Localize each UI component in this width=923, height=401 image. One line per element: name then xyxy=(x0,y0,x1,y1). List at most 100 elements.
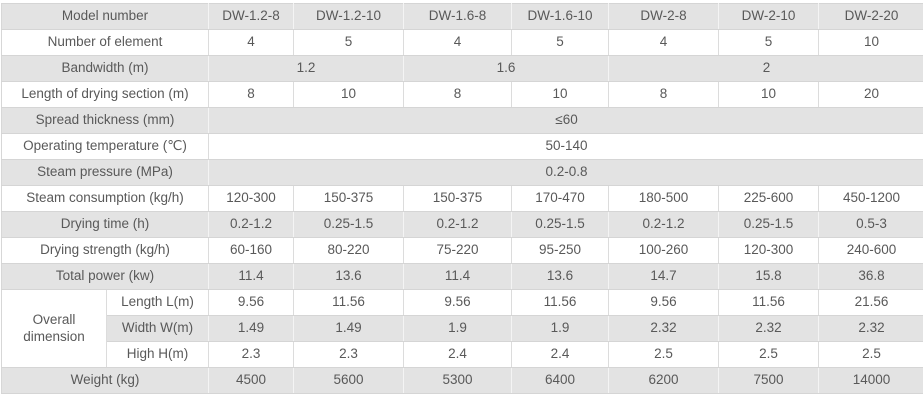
value-cell: 2.32 xyxy=(608,315,720,342)
row-label-total-power: Total power (kw) xyxy=(0,263,210,290)
value-cell: 60-160 xyxy=(208,237,295,264)
value-cell: 13.6 xyxy=(511,263,610,290)
value-cell: 6200 xyxy=(608,367,720,394)
value-cell: 1.49 xyxy=(293,315,405,342)
value-cell: 7500 xyxy=(718,367,820,394)
value-cell: 80-220 xyxy=(293,237,405,264)
row-total-power: Total power (kw) 11.4 13.6 11.4 13.6 14.… xyxy=(0,263,923,290)
value-cell: 2.5 xyxy=(818,341,923,368)
value-cell: 14000 xyxy=(818,367,923,394)
sub-row-label-high: High H(m) xyxy=(105,341,210,368)
value-cell: 120-300 xyxy=(718,237,820,264)
value-cell: 5 xyxy=(511,29,610,56)
value-cell: 0.5-3 xyxy=(818,211,923,238)
value-cell: 120-300 xyxy=(208,185,295,212)
value-cell: 8 xyxy=(608,81,720,108)
value-cell: 4 xyxy=(208,29,295,56)
value-cell: 10 xyxy=(293,81,405,108)
value-cell: 0.25-1.5 xyxy=(293,211,405,238)
value-cell-full-span: ≤60 xyxy=(208,107,923,134)
value-cell: 4 xyxy=(608,29,720,56)
value-cell: 9.56 xyxy=(403,289,513,316)
value-cell: 8 xyxy=(403,81,513,108)
row-label-drying-strength: Drying strength (kg/h) xyxy=(0,237,210,264)
value-cell: 0.2-1.2 xyxy=(403,211,513,238)
value-cell: 240-600 xyxy=(818,237,923,264)
value-cell: 10 xyxy=(511,81,610,108)
value-cell: 2.5 xyxy=(608,341,720,368)
value-cell: 21.56 xyxy=(818,289,923,316)
value-cell: 11.56 xyxy=(293,289,405,316)
value-cell: 9.56 xyxy=(608,289,720,316)
value-cell: 100-260 xyxy=(608,237,720,264)
row-operating-temperature: Operating temperature (℃) 50-140 xyxy=(0,133,923,160)
value-cell: 0.2-1.2 xyxy=(208,211,295,238)
model-header-cell: DW-1.6-8 xyxy=(403,3,513,30)
value-cell: 225-600 xyxy=(718,185,820,212)
value-cell: 10 xyxy=(818,29,923,56)
row-number-of-element: Number of element 4 5 4 5 4 5 10 xyxy=(0,29,923,56)
model-header-cell: DW-1.2-8 xyxy=(208,3,295,30)
model-header-cell: DW-1.2-10 xyxy=(293,3,405,30)
value-cell: 11.56 xyxy=(511,289,610,316)
row-drying-time: Drying time (h) 0.2-1.2 0.25-1.5 0.2-1.2… xyxy=(0,211,923,238)
value-cell: 1.9 xyxy=(403,315,513,342)
value-cell-span: 1.2 xyxy=(208,55,405,82)
value-cell: 15.8 xyxy=(718,263,820,290)
value-cell: 150-375 xyxy=(403,185,513,212)
value-cell: 2.32 xyxy=(718,315,820,342)
value-cell: 2.4 xyxy=(511,341,610,368)
row-label-steam-consumption: Steam consumption (kg/h) xyxy=(0,185,210,212)
value-cell: 450-1200 xyxy=(818,185,923,212)
row-label-steam-pressure: Steam pressure (MPa) xyxy=(0,159,210,186)
row-spread-thickness: Spread thickness (mm) ≤60 xyxy=(0,107,923,134)
value-cell: 11.56 xyxy=(718,289,820,316)
value-cell-span: 2 xyxy=(608,55,923,82)
row-bandwidth: Bandwidth (m) 1.2 1.6 2 xyxy=(0,55,923,82)
value-cell: 6400 xyxy=(511,367,610,394)
value-cell: 4 xyxy=(403,29,513,56)
value-cell: 5 xyxy=(293,29,405,56)
model-header-cell: DW-2-8 xyxy=(608,3,720,30)
value-cell: 0.25-1.5 xyxy=(511,211,610,238)
value-cell: 150-375 xyxy=(293,185,405,212)
value-cell: 2.3 xyxy=(208,341,295,368)
row-model-number: Model number DW-1.2-8 DW-1.2-10 DW-1.6-8… xyxy=(0,3,923,30)
value-cell: 2.3 xyxy=(293,341,405,368)
value-cell: 8 xyxy=(208,81,295,108)
value-cell: 2.5 xyxy=(718,341,820,368)
row-length-of-drying-section: Length of drying section (m) 8 10 8 10 8… xyxy=(0,81,923,108)
value-cell: 0.2-1.2 xyxy=(608,211,720,238)
sub-row-label-width: Width W(m) xyxy=(105,315,210,342)
value-cell: 1.49 xyxy=(208,315,295,342)
value-cell: 14.7 xyxy=(608,263,720,290)
value-cell: 180-500 xyxy=(608,185,720,212)
row-label-spread-thickness: Spread thickness (mm) xyxy=(0,107,210,134)
value-cell-full-span: 50-140 xyxy=(208,133,923,160)
value-cell-full-span: 0.2-0.8 xyxy=(208,159,923,186)
value-cell: 20 xyxy=(818,81,923,108)
row-label-model-number: Model number xyxy=(0,3,210,30)
value-cell: 11.4 xyxy=(403,263,513,290)
value-cell: 11.4 xyxy=(208,263,295,290)
row-label-operating-temperature: Operating temperature (℃) xyxy=(0,133,210,160)
row-overall-dimension-width: Width W(m) 1.49 1.49 1.9 1.9 2.32 2.32 2… xyxy=(2,315,923,342)
row-steam-pressure: Steam pressure (MPa) 0.2-0.8 xyxy=(0,159,923,186)
row-label-bandwidth: Bandwidth (m) xyxy=(0,55,210,82)
value-cell: 5 xyxy=(718,29,820,56)
row-label-number-of-element: Number of element xyxy=(0,29,210,56)
value-cell: 36.8 xyxy=(818,263,923,290)
value-cell: 5600 xyxy=(293,367,405,394)
value-cell: 9.56 xyxy=(208,289,295,316)
value-cell: 95-250 xyxy=(511,237,610,264)
row-label-weight: Weight (kg) xyxy=(0,367,210,394)
model-header-cell: DW-2-10 xyxy=(718,3,820,30)
row-label-drying-time: Drying time (h) xyxy=(0,211,210,238)
row-label-length-of-drying-section: Length of drying section (m) xyxy=(0,81,210,108)
spec-table-container: Model number DW-1.2-8 DW-1.2-10 DW-1.6-8… xyxy=(0,3,923,394)
value-cell: 75-220 xyxy=(403,237,513,264)
value-cell: 170-470 xyxy=(511,185,610,212)
value-cell: 1.9 xyxy=(511,315,610,342)
model-header-cell: DW-1.6-10 xyxy=(511,3,610,30)
product-spec-table: Model number DW-1.2-8 DW-1.2-10 DW-1.6-8… xyxy=(0,3,923,394)
